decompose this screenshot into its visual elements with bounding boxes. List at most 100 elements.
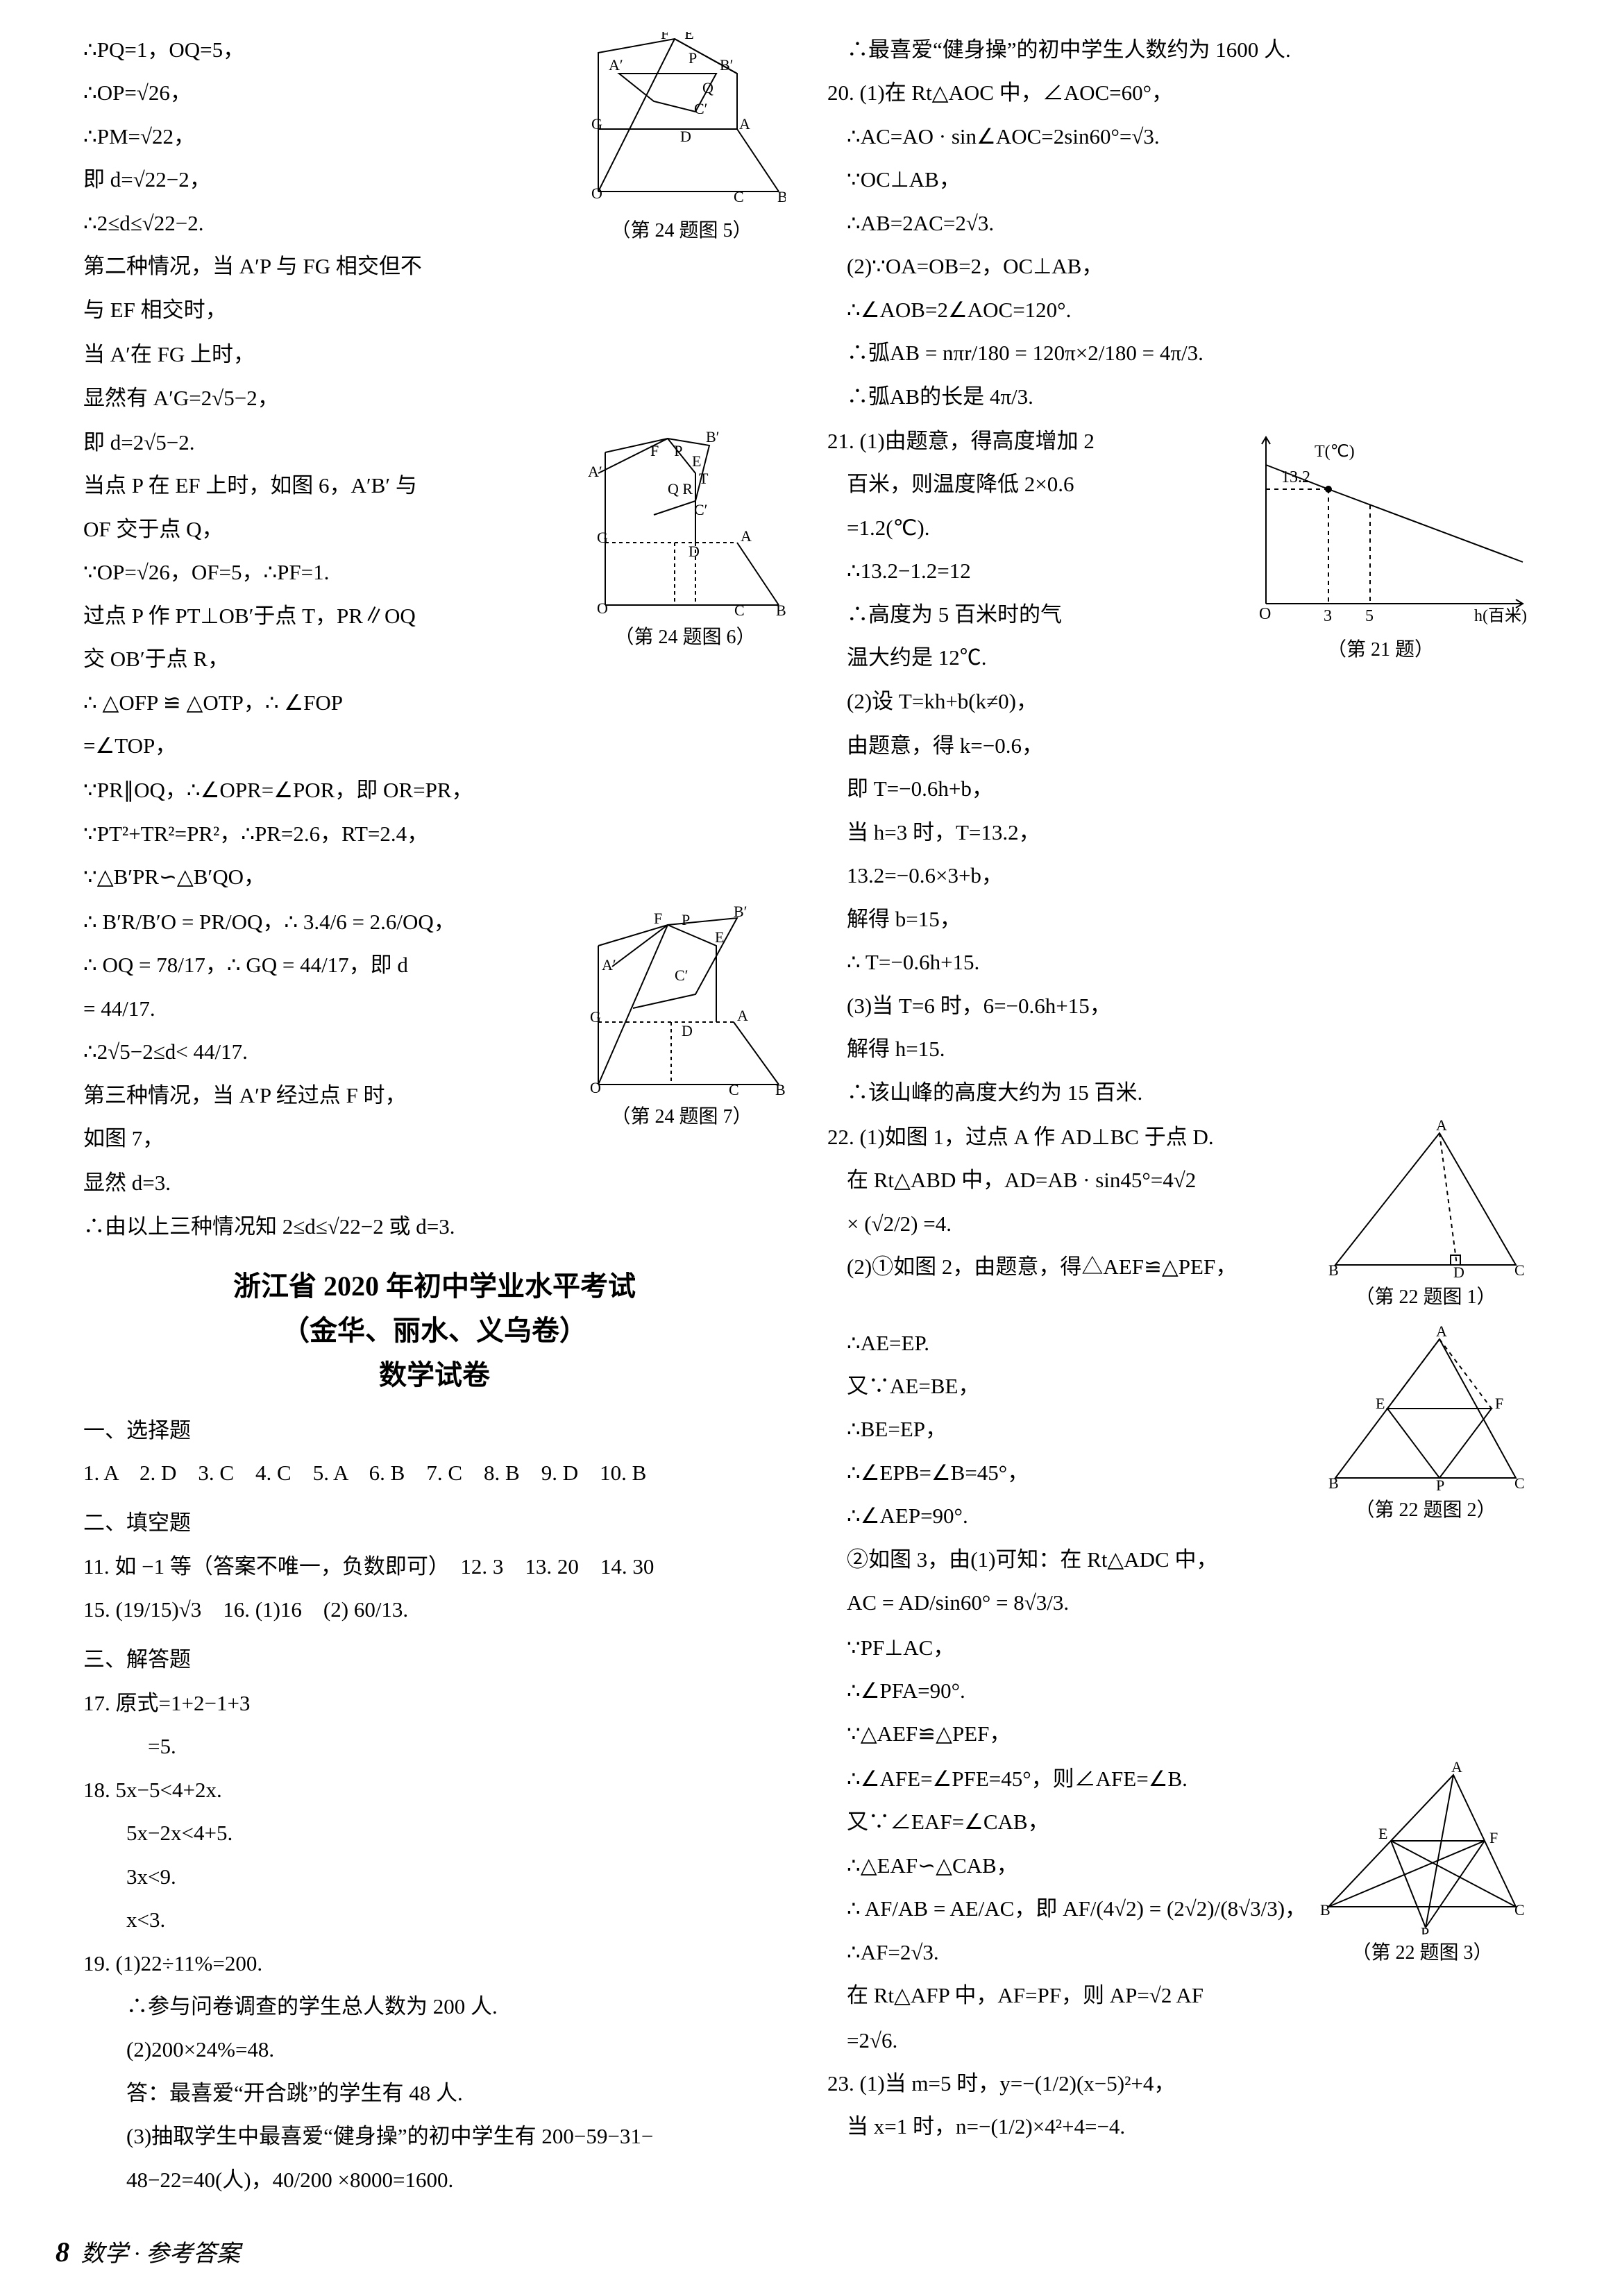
text-line: 17. 原式=1+2−1+3 xyxy=(83,1683,786,1724)
text-line: 温大约是 12℃. xyxy=(827,637,1224,679)
point-label: 13.2 xyxy=(1281,468,1310,486)
figure-caption: （第 24 题图 7） xyxy=(611,1098,752,1137)
text-line: 在 Rt△ABD 中，AD=AB · sin45°=4√2 xyxy=(827,1159,1315,1201)
right-column: ∴最喜爱“健身操”的初中学生人数约为 1600 人. 20. (1)在 Rt△A… xyxy=(827,28,1530,2202)
figure-caption: （第 22 题图 2） xyxy=(1355,1492,1496,1530)
svg-text:B: B xyxy=(776,602,786,619)
text-line: ∴参与问卷调查的学生总人数为 200 人. xyxy=(83,1986,786,2027)
triangle-icon: A B C E F P xyxy=(1321,1325,1530,1492)
text-line: ∴最喜爱“健身操”的初中学生人数约为 1600 人. xyxy=(827,29,1530,71)
text-line: x<3. xyxy=(83,1899,786,1941)
text-line: 19. (1)22÷11%=200. xyxy=(83,1943,786,1984)
figure-21-graph: T(℃) 13.2 O 3 5 h(百米) （第 21 题） xyxy=(1231,423,1530,670)
title-line: （金华、丽水、义乌卷） xyxy=(83,1309,786,1353)
svg-text:D: D xyxy=(682,1022,693,1039)
text-line: OF 交于点 Q， xyxy=(83,509,577,550)
text-line: ∴ T=−0.6h+15. xyxy=(827,942,1530,983)
text-line: ∴OP=√26， xyxy=(83,72,571,114)
text-line: ∴∠AEP=90°. xyxy=(827,1495,1315,1537)
page-columns: ∴PQ=1，OQ=5， ∴OP=√26， ∴PM=√22， 即 d=√22−2，… xyxy=(83,28,1530,2202)
svg-text:E: E xyxy=(692,452,701,470)
title-line: 数学试卷 xyxy=(83,1353,786,1397)
text-line: 与 EF 相交时， xyxy=(83,289,571,331)
svg-text:B: B xyxy=(1320,1901,1331,1919)
svg-text:A: A xyxy=(1436,1119,1447,1134)
svg-text:G: G xyxy=(591,115,602,133)
text-line: ∵PF⊥AC， xyxy=(827,1627,1530,1669)
text-line: ∴由以上三种情况知 2≤d≤√22−2 或 d=3. xyxy=(83,1206,786,1248)
svg-text:C: C xyxy=(1514,1901,1525,1919)
svg-text:A: A xyxy=(1436,1325,1447,1340)
text-line: 过点 P 作 PT⊥OB′于点 T，PR∥OQ xyxy=(83,595,577,637)
text-line: 11. 如 −1 等（答案不唯一，负数即可） 12. 3 13. 20 14. … xyxy=(83,1546,786,1588)
svg-text:C: C xyxy=(1514,1261,1525,1279)
title-line: 浙江省 2020 年初中学业水平考试 xyxy=(83,1264,786,1309)
text-line: ∴∠AOB=2∠AOC=120°. xyxy=(827,289,1530,331)
section-heading: 二、填空题 xyxy=(83,1502,786,1544)
text-line: 23. (1)当 m=5 时，y=−(1/2)(x−5)²+4， xyxy=(827,2063,1530,2104)
text-line: 15. (19/15)√3 16. (1)16 (2) 60/13. xyxy=(83,1589,786,1631)
svg-text:A′: A′ xyxy=(602,956,616,973)
text-line: 13.2=−0.6×3+b， xyxy=(827,855,1530,896)
figure-22-1: A B D C （第 22 题图 1） xyxy=(1321,1119,1530,1317)
text-line: AC = AD/sin60° = 8√3/3. xyxy=(827,1582,1315,1624)
text-line: 5x−2x<4+5. xyxy=(83,1812,786,1854)
text-line: ∵PT²+TR²=PR²，∴PR=2.6，RT=2.4， xyxy=(83,813,786,855)
figure-22-3: A B C E F P （第 22 题图 3） xyxy=(1315,1761,1530,1973)
text-line: =1.2(℃). xyxy=(827,507,1224,549)
svg-text:C: C xyxy=(729,1081,739,1098)
figure-caption: （第 22 题图 3） xyxy=(1351,1934,1492,1973)
text-line: 当 x=1 时，n=−(1/2)×4²+4=−4. xyxy=(827,2106,1530,2148)
text-line: 第三种情况，当 A′P 经过点 F 时， xyxy=(83,1075,571,1116)
svg-text:P: P xyxy=(1436,1477,1444,1492)
text-line: (2)设 T=kh+b(k≠0)， xyxy=(827,681,1224,722)
text-line: ∴∠EPB=∠B=45°， xyxy=(827,1452,1315,1494)
text-line: ∵OP=√26，OF=5，∴PF=1. xyxy=(83,552,577,593)
svg-text:A: A xyxy=(1451,1761,1462,1776)
triangle-icon: A B C E F P xyxy=(1315,1761,1530,1934)
text-line: 交 OB′于点 R， xyxy=(83,638,577,680)
text-line: ∴△EAF∽△CAB， xyxy=(827,1845,1308,1887)
text-line: 当点 P 在 EF 上时，如图 6，A′B′ 与 xyxy=(83,465,577,507)
svg-text:F: F xyxy=(1495,1395,1503,1412)
text-line: ∵△B′PR∽△B′QO， xyxy=(83,856,786,898)
svg-text:B′: B′ xyxy=(720,56,734,74)
text-line: ②如图 3，由(1)可知：在 Rt△ADC 中， xyxy=(827,1539,1315,1581)
geom-diagram-icon: O C B F E A′ B′ P Q C′ G D A xyxy=(577,32,786,212)
line-chart-icon: T(℃) 13.2 O 3 5 h(百米) xyxy=(1231,423,1530,631)
left-column: ∴PQ=1，OQ=5， ∴OP=√26， ∴PM=√22， 即 d=√22−2，… xyxy=(83,28,786,2202)
text-line: 20. (1)在 Rt△AOC 中，∠AOC=60°， xyxy=(827,72,1530,114)
text-line: (2)①如图 2，由题意，得△AEF≌△PEF， xyxy=(827,1246,1315,1288)
text-line: (3)当 T=6 时，6=−0.6h+15， xyxy=(827,985,1530,1027)
text-line: ∴13.2−1.2=12 xyxy=(827,550,1224,592)
text-line: 当 h=3 时，T=13.2， xyxy=(827,812,1530,853)
svg-text:Q R: Q R xyxy=(668,480,693,498)
text-line: ∴AE=EP. xyxy=(827,1323,1315,1364)
svg-text:Q: Q xyxy=(702,79,713,96)
text-line: ∴PQ=1，OQ=5， xyxy=(83,29,571,71)
svg-text:D: D xyxy=(689,543,700,560)
svg-text:O: O xyxy=(590,1079,601,1096)
svg-text:E: E xyxy=(1378,1825,1387,1842)
text-line: ∴AF=2√3. xyxy=(827,1932,1308,1973)
svg-text:C′: C′ xyxy=(694,501,708,518)
svg-text:A′: A′ xyxy=(609,56,623,74)
text-line: 又∵AE=BE， xyxy=(827,1366,1315,1407)
figure-24-7: O C B G D A A′ B′ F P E C′ （第 24 题图 7） xyxy=(577,904,786,1137)
svg-text:G: G xyxy=(590,1008,601,1026)
text-line: 百米，则温度降低 2×0.6 xyxy=(827,464,1224,505)
figure-22-2: A B C E F P （第 22 题图 2） xyxy=(1321,1325,1530,1530)
tick-label: 3 xyxy=(1324,607,1332,625)
svg-text:C: C xyxy=(734,188,744,205)
text-line: ∵OC⊥AB， xyxy=(827,159,1530,201)
triangle-icon: A B D C xyxy=(1321,1119,1530,1279)
text-line: 答：最喜爱“开合跳”的学生有 48 人. xyxy=(83,2073,786,2114)
svg-text:C′: C′ xyxy=(694,100,708,117)
svg-text:A: A xyxy=(739,115,750,133)
text-line: = 44/17. xyxy=(83,988,571,1030)
text-line: 第二种情况，当 A′P 与 FG 相交但不 xyxy=(83,246,571,287)
text-line: (2)200×24%=48. xyxy=(83,2029,786,2070)
page-footer: 8 数学 · 参考答案 xyxy=(56,2234,240,2268)
text-line: ∴2√5−2≤d< 44/17. xyxy=(83,1031,571,1073)
text-line: 18. 5x−5<4+2x. xyxy=(83,1769,786,1811)
